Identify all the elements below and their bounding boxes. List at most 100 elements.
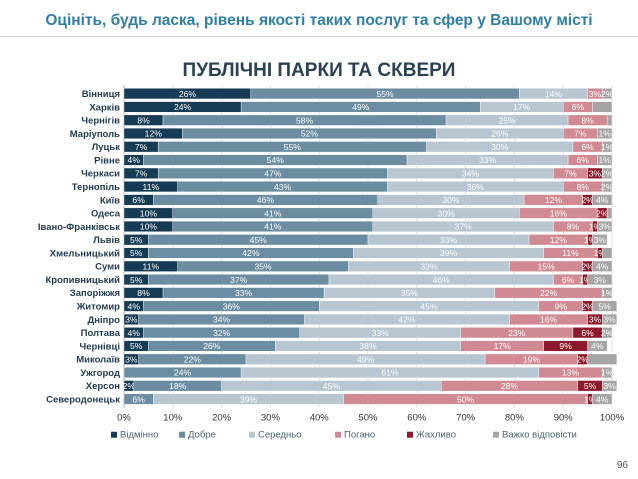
data-label: 8% (581, 115, 594, 125)
bar-segment (587, 353, 618, 365)
x-tick-labels: 0% 10% 20% 30% 40% 50% 60% 70% 80% 90% 100% (117, 413, 625, 424)
legend-swatch (111, 431, 117, 438)
data-label: 9% (555, 301, 568, 311)
category-label: Київ (100, 195, 120, 206)
data-label: 8% (577, 182, 590, 192)
category-label: Херсон (86, 381, 121, 392)
legend-swatch (493, 431, 499, 438)
data-label: 4% (596, 394, 609, 404)
category-label: Северодонецьк (46, 394, 120, 405)
data-label: 2% (601, 328, 614, 338)
legend-label: Погано (344, 430, 375, 441)
data-label: 54% (267, 155, 285, 165)
data-label: 41% (264, 222, 282, 232)
category-label: Тернопіль (72, 182, 120, 193)
data-label: 11% (562, 248, 579, 258)
category-label: Чернігів (81, 116, 120, 127)
x-tick-label: 50% (358, 413, 378, 424)
bar-segment (602, 247, 613, 259)
data-label: 1% (601, 288, 614, 298)
data-label: 17% (494, 341, 512, 351)
bar-segment (592, 194, 613, 206)
legend-swatch (335, 431, 341, 438)
data-label: 26% (179, 89, 197, 99)
bar-segment (602, 167, 613, 179)
data-label: 33% (372, 328, 390, 338)
title-divider (0, 36, 638, 37)
data-label: 4% (128, 301, 141, 311)
data-label: 19% (523, 354, 541, 364)
x-tick-label: 40% (310, 413, 330, 424)
data-label: 1% (584, 235, 597, 245)
data-label: 24% (174, 368, 192, 378)
bar-segment (592, 260, 613, 272)
legend-label: Відмінно (120, 430, 158, 441)
data-label: 47% (264, 169, 282, 179)
data-label: 7% (564, 169, 577, 179)
data-label: 3% (589, 169, 602, 179)
category-label: Дніпро (88, 315, 121, 326)
data-label: 12% (550, 235, 568, 245)
data-label: 39% (240, 394, 258, 404)
data-label: 6% (132, 394, 145, 404)
data-label: 42% (242, 248, 260, 258)
data-label: 25% (498, 115, 516, 125)
data-label: 39% (440, 248, 458, 258)
data-label: 1% (598, 129, 611, 139)
bar-segment (606, 207, 613, 219)
data-label: 2% (581, 195, 594, 205)
legend-label: Жахливо (416, 430, 456, 441)
category-label: Черкаси (81, 169, 120, 180)
data-label: 4% (128, 328, 141, 338)
category-label: Івано-Франківськ (38, 222, 120, 233)
data-label: 6% (562, 275, 575, 285)
legend-swatch (249, 431, 255, 438)
data-label: 30% (442, 195, 460, 205)
data-label: 8% (137, 115, 150, 125)
data-label: 33% (440, 235, 458, 245)
data-label: 26% (491, 129, 509, 139)
bar-segment (592, 393, 613, 405)
data-label: 38% (359, 341, 377, 351)
data-label: 61% (381, 368, 399, 378)
category-label: Рівне (94, 155, 120, 166)
x-tick-label: 60% (407, 413, 427, 424)
data-label: 9% (559, 341, 572, 351)
bar-segment (602, 367, 613, 379)
x-tick-label: 70% (456, 413, 476, 424)
bar-segment (592, 234, 608, 246)
data-label: 12% (145, 129, 163, 139)
category-label: Чернівці (80, 341, 120, 352)
category-label: Маріуполь (70, 129, 120, 140)
data-label: 33% (479, 155, 497, 165)
data-label: 5% (584, 381, 597, 391)
x-tick-label: 100% (600, 413, 625, 424)
bar-segment (602, 380, 618, 392)
data-label: 4% (128, 155, 141, 165)
data-label: 3% (603, 315, 616, 325)
data-label: 1% (584, 394, 597, 404)
page-title: Оцініть, будь ласка, рівень якості таких… (45, 12, 593, 29)
bar-segment (602, 327, 613, 339)
data-label: 28% (501, 381, 519, 391)
legend-label: Добре (188, 430, 216, 441)
category-label: Суми (95, 262, 120, 273)
data-label: 26% (203, 341, 221, 351)
x-tick-label: 80% (505, 413, 525, 424)
data-label: 6% (572, 102, 585, 112)
data-label: 37% (455, 222, 473, 232)
chart-title: ПУБЛІЧНІ ПАРКИ ТА СКВЕРИ (182, 60, 456, 81)
bar-segment (602, 313, 618, 325)
data-label: 1% (579, 275, 592, 285)
data-label: 24% (174, 102, 192, 112)
data-label: 6% (581, 328, 594, 338)
data-label: 6% (132, 195, 145, 205)
data-label: 30% (437, 208, 455, 218)
data-label: 8% (137, 288, 150, 298)
data-label: 6% (581, 142, 594, 152)
data-label: 45% (250, 235, 268, 245)
category-label: Хмельницький (50, 248, 120, 259)
data-label: 5% (130, 235, 143, 245)
x-tick-label: 30% (261, 413, 281, 424)
